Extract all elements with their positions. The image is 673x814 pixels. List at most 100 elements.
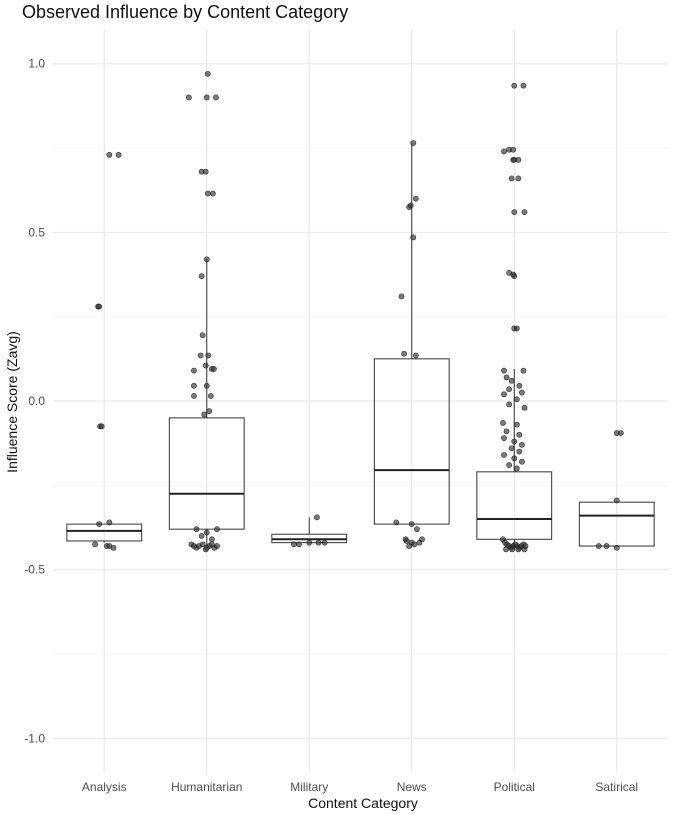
data-point — [410, 140, 417, 146]
data-point — [401, 350, 407, 357]
grid-layer — [53, 30, 668, 772]
data-point — [198, 273, 205, 280]
data-point — [306, 539, 313, 546]
data-point — [411, 541, 418, 548]
data-point — [501, 391, 507, 398]
data-point — [290, 541, 297, 548]
data-point — [208, 536, 215, 543]
data-point — [501, 367, 507, 374]
data-point — [98, 423, 105, 430]
x-axis-title: Content Category — [308, 795, 418, 811]
x-tick-label: Satirical — [595, 780, 638, 794]
data-point — [96, 521, 103, 528]
data-point — [508, 377, 515, 384]
data-point — [209, 190, 216, 197]
box-layer — [66, 142, 655, 547]
data-point — [205, 352, 212, 359]
data-point — [500, 420, 506, 426]
data-point — [199, 332, 206, 339]
data-point — [515, 175, 522, 182]
label-layer: 1.0 0.5 0.0 -0.5 -1.0 Analysis Humanitarian Mil… — [24, 57, 638, 794]
data-point — [314, 514, 320, 521]
data-point — [508, 175, 515, 182]
data-point — [413, 526, 420, 533]
data-point — [296, 541, 302, 548]
data-point — [510, 146, 517, 153]
x-tick-label: News — [397, 780, 427, 794]
data-point — [520, 367, 527, 374]
data-point — [199, 541, 206, 548]
data-point — [202, 546, 209, 553]
box-political — [476, 471, 553, 540]
data-point — [206, 408, 213, 415]
x-tick-label: Military — [290, 780, 328, 794]
data-point — [321, 539, 328, 546]
data-point — [501, 435, 507, 441]
data-point — [511, 209, 518, 216]
data-point — [521, 209, 528, 216]
data-point — [613, 544, 620, 551]
box-analysis — [66, 523, 143, 542]
data-point — [96, 303, 103, 310]
point-layer — [92, 70, 624, 553]
data-point — [509, 546, 516, 553]
data-point — [516, 382, 523, 389]
data-point — [520, 82, 527, 89]
data-point — [191, 393, 197, 399]
data-point — [617, 430, 624, 436]
data-point — [603, 543, 610, 549]
data-point — [521, 546, 528, 553]
data-point — [515, 546, 522, 553]
data-point — [613, 497, 620, 504]
data-point — [513, 325, 520, 332]
data-point — [501, 148, 507, 155]
data-point — [519, 441, 525, 448]
data-point — [406, 543, 413, 549]
data-point — [419, 536, 425, 543]
data-point — [506, 401, 513, 408]
x-tick-label: Humanitarian — [171, 780, 242, 794]
data-point — [204, 70, 211, 77]
data-point — [410, 234, 417, 241]
data-point — [204, 190, 211, 197]
box-satirical — [578, 501, 655, 547]
data-point — [214, 543, 220, 549]
data-point — [211, 366, 217, 372]
y-tick-label: 0.5 — [28, 225, 45, 239]
data-point — [213, 94, 219, 101]
data-point — [403, 538, 410, 544]
data-point — [202, 168, 209, 175]
data-point — [513, 421, 520, 428]
data-point — [519, 458, 525, 465]
data-point — [191, 382, 197, 389]
data-point — [106, 519, 113, 526]
data-point — [393, 519, 400, 526]
data-point — [408, 521, 415, 528]
chart-title: Observed Influence by Content Category — [22, 2, 349, 22]
data-point — [203, 94, 210, 101]
data-point — [521, 404, 528, 411]
data-point — [506, 386, 513, 393]
y-tick-label: -1.0 — [24, 731, 45, 745]
data-point — [197, 352, 204, 359]
data-point — [201, 411, 208, 418]
data-point — [412, 352, 419, 359]
data-point — [407, 202, 414, 209]
data-point — [503, 546, 509, 553]
data-point — [191, 367, 197, 374]
y-axis-title: Influence Score (Zavg) — [4, 331, 20, 473]
data-point — [508, 445, 515, 452]
data-point — [315, 539, 322, 546]
data-point — [203, 382, 210, 389]
data-point — [511, 82, 518, 89]
data-point — [207, 393, 214, 399]
data-point — [198, 533, 205, 539]
data-point — [202, 362, 209, 369]
data-point — [513, 396, 520, 403]
data-point — [511, 156, 518, 163]
data-point — [503, 428, 510, 435]
data-point — [203, 529, 210, 536]
data-point — [193, 526, 200, 533]
data-point — [503, 374, 510, 381]
